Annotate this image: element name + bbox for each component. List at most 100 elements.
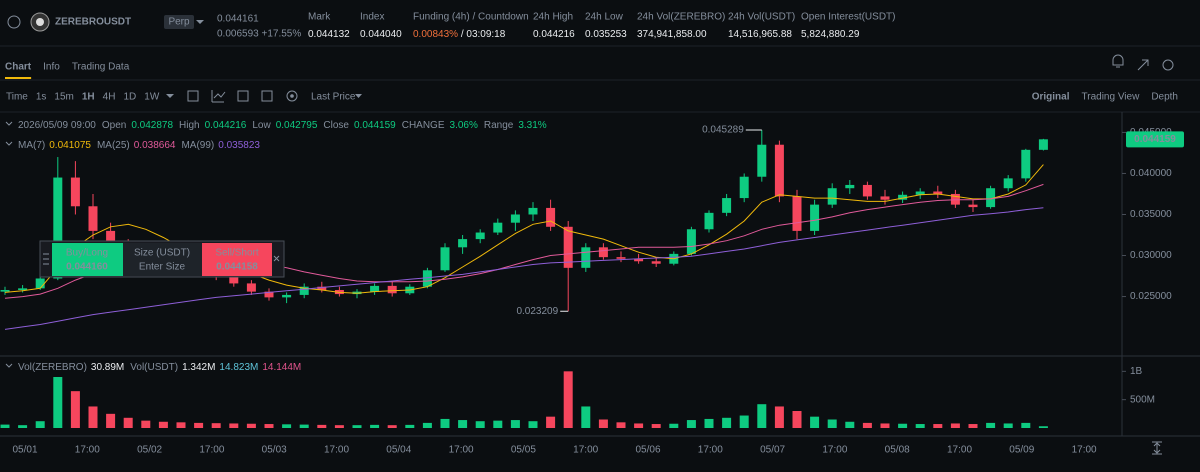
dropdown-icon[interactable] bbox=[196, 20, 204, 24]
stat-value: 0.035253 bbox=[585, 29, 627, 40]
alert-icon[interactable] bbox=[1112, 54, 1124, 68]
x-tick-label: 05/02 bbox=[137, 445, 162, 456]
buy-button[interactable] bbox=[52, 243, 123, 276]
tab[interactable]: Chart bbox=[5, 62, 32, 73]
volume-bar bbox=[563, 371, 573, 428]
volume-bar bbox=[722, 417, 732, 428]
volume-bar bbox=[1038, 426, 1048, 428]
volume-bar bbox=[387, 425, 397, 428]
volume-bar bbox=[686, 420, 696, 428]
volume-bar bbox=[282, 424, 292, 428]
stat-value: 374,941,858.00 bbox=[637, 29, 707, 40]
ohlc-label: Low bbox=[252, 120, 271, 131]
chevron[interactable] bbox=[5, 141, 13, 146]
stat-value: / 03:09:18 bbox=[458, 29, 506, 40]
candle-body bbox=[493, 222, 503, 233]
x-tick-label: 05/01 bbox=[12, 445, 37, 456]
stat-label: 24h Low bbox=[585, 12, 624, 23]
size-input[interactable] bbox=[123, 243, 202, 276]
volume-bar bbox=[18, 425, 28, 428]
view-option[interactable]: Trading View bbox=[1082, 92, 1141, 103]
legend-value: 14.144M bbox=[262, 362, 301, 373]
layout-icon[interactable] bbox=[237, 90, 249, 102]
last-price: 0.044161 bbox=[217, 14, 259, 25]
settings-icon[interactable] bbox=[1162, 59, 1174, 71]
dropdown-icon[interactable] bbox=[355, 94, 362, 98]
interval[interactable]: 1W bbox=[144, 92, 160, 103]
drag-handle[interactable] bbox=[43, 253, 49, 265]
price-change: 0.006593 +17.55% bbox=[217, 29, 301, 40]
candle-body bbox=[915, 191, 925, 195]
volume-legend: Vol(ZEREBRO) 30.89M Vol(USDT) 1.342M 14.823M… bbox=[18, 362, 301, 373]
dropdown-icon[interactable] bbox=[166, 94, 174, 98]
candle-body bbox=[634, 258, 644, 262]
expand-icon[interactable] bbox=[1137, 59, 1149, 71]
volume-bar bbox=[774, 406, 784, 428]
x-tick-label: 17:00 bbox=[1072, 445, 1097, 456]
stat-value: 0.044132 bbox=[308, 29, 350, 40]
candle-body bbox=[1021, 149, 1031, 179]
volume-bar bbox=[35, 421, 45, 428]
chevron[interactable] bbox=[5, 363, 13, 368]
drawing-icon[interactable] bbox=[211, 90, 226, 103]
sell-label[interactable]: Sell/Short bbox=[215, 248, 259, 259]
y-tick-label: 0.040000 bbox=[1130, 168, 1172, 179]
tab[interactable]: Info bbox=[43, 62, 60, 73]
view-option[interactable]: Original bbox=[1032, 92, 1070, 103]
legend-value: 0.038664 bbox=[134, 140, 176, 151]
stat-value: 0.044216 bbox=[533, 29, 575, 40]
volume-bar bbox=[88, 406, 98, 428]
x-tick-label: 05/08 bbox=[885, 445, 910, 456]
sell-price[interactable]: 0.044158 bbox=[216, 262, 258, 273]
candle-body bbox=[598, 247, 608, 258]
scale-icon[interactable] bbox=[1152, 441, 1162, 455]
save-icon[interactable] bbox=[261, 90, 273, 102]
price-type[interactable]: Last Price bbox=[311, 92, 356, 103]
volume-bar bbox=[1021, 422, 1031, 428]
volume-bar bbox=[739, 415, 749, 428]
candle-body bbox=[0, 289, 10, 292]
candle-body bbox=[880, 196, 890, 200]
x-tick-label: 17:00 bbox=[698, 445, 723, 456]
candle-body bbox=[563, 226, 573, 268]
interval[interactable]: 4H bbox=[103, 92, 116, 103]
volume-bar bbox=[194, 422, 204, 428]
legend-value: 30.89M bbox=[91, 362, 124, 373]
ohlc-value: 0.042878 bbox=[131, 120, 173, 131]
size-label[interactable]: Size (USDT) bbox=[134, 248, 190, 259]
stat-value: 5,824,880.29 bbox=[801, 29, 860, 40]
volume-bar bbox=[862, 422, 872, 428]
buy-label[interactable]: Buy/Long bbox=[66, 248, 108, 259]
stat-value: 0.035253 bbox=[585, 29, 627, 40]
volume-bar bbox=[106, 413, 116, 428]
candle-body bbox=[739, 176, 749, 199]
volume-bar bbox=[440, 418, 450, 428]
interval[interactable]: 1s bbox=[36, 92, 47, 103]
volume-bar bbox=[317, 424, 327, 428]
view-option[interactable]: Depth bbox=[1151, 92, 1178, 103]
candle-body bbox=[968, 204, 978, 208]
size-placeholder[interactable]: Enter Size bbox=[139, 262, 186, 273]
interval[interactable]: 15m bbox=[54, 92, 73, 103]
buy-price[interactable]: 0.044160 bbox=[66, 262, 108, 273]
interval[interactable]: 1H bbox=[82, 92, 95, 103]
sell-button[interactable] bbox=[202, 243, 272, 276]
stat-value: 14,516,965.88 bbox=[728, 29, 792, 40]
interval[interactable]: 1D bbox=[123, 92, 136, 103]
candle-body bbox=[546, 207, 556, 227]
volume-bar bbox=[827, 419, 837, 428]
replay-icon bbox=[290, 94, 294, 98]
legend-value: 0.041075 bbox=[49, 140, 91, 151]
indicator-icon[interactable] bbox=[187, 90, 199, 102]
stat-value: 0.044216 bbox=[533, 29, 575, 40]
favorite-icon[interactable] bbox=[7, 15, 21, 29]
tab[interactable]: Trading Data bbox=[72, 62, 130, 73]
y-tick-label: 500M bbox=[1130, 394, 1155, 405]
volume-bar bbox=[422, 422, 432, 428]
close-icon[interactable] bbox=[273, 255, 280, 262]
volume-bar bbox=[898, 423, 908, 428]
ohlc-date: 2026/05/09 09:00 bbox=[18, 120, 96, 131]
replay-icon[interactable] bbox=[286, 90, 298, 102]
chevron[interactable] bbox=[5, 121, 13, 126]
stat-label: Funding (4h) / Countdown bbox=[413, 12, 529, 23]
